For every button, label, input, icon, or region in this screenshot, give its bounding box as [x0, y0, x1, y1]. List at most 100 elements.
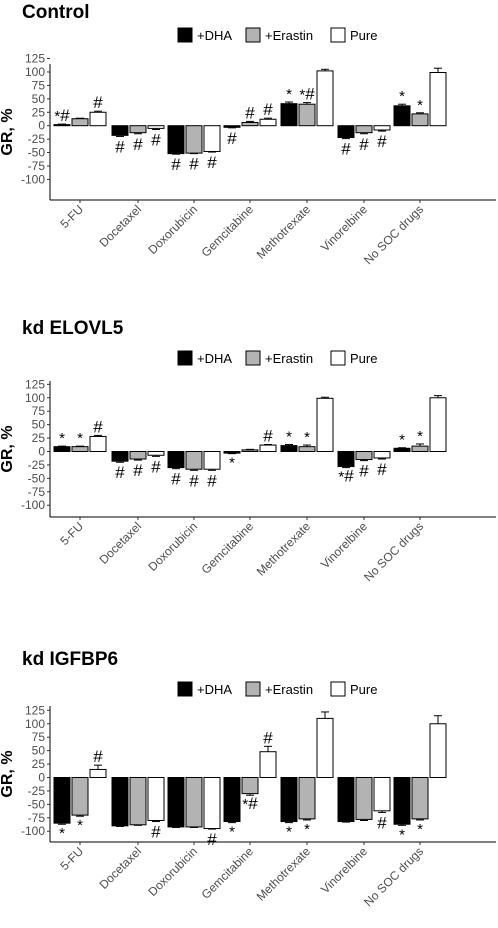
category-label: Docetaxel	[96, 202, 144, 250]
bar	[129, 125, 147, 134]
significance-mark: *	[399, 432, 405, 449]
significance-mark: #	[207, 471, 217, 490]
category-label: Vinorelbine	[318, 844, 370, 896]
bar	[129, 777, 147, 826]
bar	[259, 751, 277, 778]
category-label: Methotrexate	[254, 519, 314, 579]
bar	[280, 103, 298, 127]
y-tick-label: -25	[28, 784, 46, 798]
bar	[393, 105, 411, 127]
significance-mark: #	[263, 728, 273, 747]
category-label: Docetaxel	[96, 519, 144, 567]
significance-mark: *	[229, 824, 235, 841]
significance-mark: *	[286, 429, 292, 446]
bar	[259, 444, 277, 452]
bar	[147, 125, 165, 129]
y-tick-label: -50	[28, 797, 46, 811]
significance-mark: #	[115, 137, 125, 156]
legend-swatch-2	[245, 681, 261, 697]
bar	[355, 777, 373, 820]
significance-mark: *	[77, 430, 83, 447]
significance-mark: *	[59, 825, 65, 842]
significance-mark: #	[227, 129, 237, 148]
bar	[71, 777, 89, 816]
legend-label-2: +Erastin	[265, 682, 313, 697]
y-tick-label: 125	[25, 52, 45, 66]
significance-mark: *	[304, 821, 310, 838]
y-tick-label: -75	[28, 485, 46, 499]
significance-mark: *#	[242, 794, 258, 813]
significance-mark: *	[417, 428, 423, 445]
significance-mark: #	[133, 135, 143, 154]
bar	[429, 397, 447, 452]
bar	[147, 777, 165, 821]
significance-mark: *	[286, 824, 292, 841]
bar	[411, 113, 429, 127]
legend-swatch-2	[245, 27, 261, 43]
bar	[147, 451, 165, 456]
bar	[89, 111, 107, 127]
category-label: Doxorubicin	[145, 202, 200, 257]
y-tick-label: -75	[28, 811, 46, 825]
legend-label-2: +Erastin	[265, 28, 313, 43]
y-tick-label: -100	[21, 498, 45, 512]
significance-mark: #	[207, 153, 217, 172]
legend-label-3: Pure	[350, 351, 377, 366]
category-label: Vinorelbine	[318, 202, 370, 254]
legend-label-1: +DHA	[197, 28, 232, 43]
category-label: Doxorubicin	[145, 519, 200, 574]
category-label: Methotrexate	[254, 202, 314, 262]
significance-mark: #	[263, 427, 273, 446]
y-tick-label: -50	[28, 471, 46, 485]
bar	[298, 446, 316, 453]
significance-mark: *#	[299, 85, 315, 104]
legend-label-3: Pure	[350, 28, 377, 43]
bar	[241, 121, 259, 127]
y-tick-label: 100	[25, 391, 45, 405]
bar	[393, 777, 411, 825]
bar	[53, 777, 71, 824]
significance-mark: #	[151, 130, 161, 149]
y-tick-label: 50	[32, 92, 46, 106]
bar	[373, 777, 391, 812]
legend-swatch-1	[177, 350, 193, 366]
y-tick-label: 125	[25, 377, 45, 391]
bar	[203, 125, 221, 152]
bar	[316, 397, 334, 453]
significance-mark: #	[115, 463, 125, 482]
y-tick-label: 25	[32, 757, 46, 771]
bar	[355, 125, 373, 134]
significance-mark: #	[93, 93, 103, 112]
bar	[71, 446, 89, 453]
legend-swatch-3	[330, 350, 346, 366]
significance-mark: #	[245, 103, 255, 122]
chart-title: kd IGFBP6	[22, 649, 118, 670]
bar	[185, 451, 203, 470]
bar	[185, 777, 203, 828]
bar	[411, 777, 429, 820]
y-tick-label: 75	[32, 78, 46, 92]
significance-mark: #	[377, 132, 387, 151]
y-tick-label: -25	[28, 458, 46, 472]
significance-mark: #	[189, 155, 199, 174]
significance-mark: #	[359, 135, 369, 154]
category-label: Methotrexate	[254, 844, 314, 904]
chart-panel-2: kd ELOVL5 +DHA +Erastin Pure GR, % 1251007550…	[0, 318, 496, 584]
bar	[411, 445, 429, 453]
legend-label-1: +DHA	[197, 351, 232, 366]
legend-swatch-3	[330, 681, 346, 697]
bar	[241, 449, 259, 452]
bar	[89, 768, 107, 778]
y-axis-label: GR, %	[0, 750, 16, 797]
bar	[71, 118, 89, 127]
bar	[111, 777, 129, 827]
category-label: Doxorubicin	[145, 844, 200, 899]
legend-swatch-3	[330, 27, 346, 43]
significance-mark: *	[77, 817, 83, 834]
significance-mark: #	[377, 813, 387, 832]
y-tick-label: -100	[21, 824, 45, 838]
significance-mark: #	[151, 457, 161, 476]
significance-mark: #	[93, 747, 103, 766]
chart-panel-3: kd IGFBP6 +DHA +Erastin Pure GR, % 1251007550…	[0, 649, 496, 909]
